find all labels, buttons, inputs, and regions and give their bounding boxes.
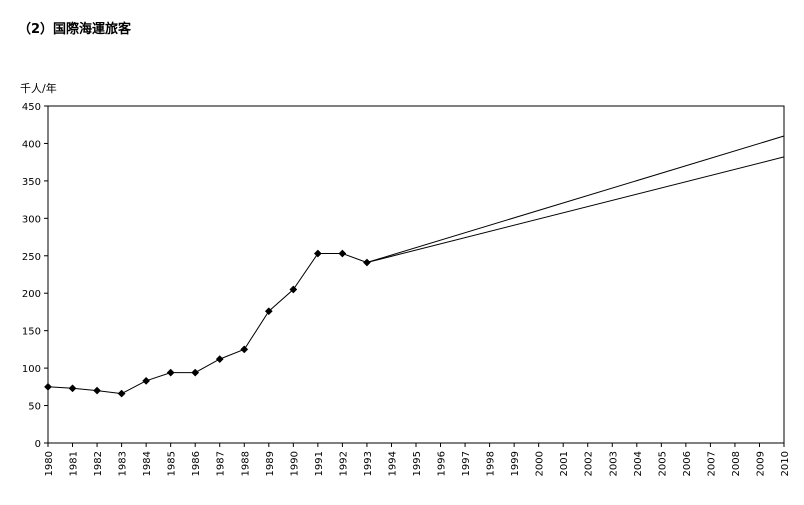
- x-tick-label: 2010: [780, 451, 791, 476]
- x-tick-label: 1984: [142, 451, 153, 476]
- x-tick-label: 2000: [535, 451, 546, 476]
- y-tick-label: 150: [22, 327, 41, 338]
- x-tick-label: 1980: [44, 451, 55, 476]
- x-tick-label: 2005: [657, 451, 668, 476]
- y-tick-label: 250: [22, 252, 41, 263]
- x-tick-label: 1995: [412, 451, 423, 476]
- x-tick-label: 2006: [682, 451, 693, 476]
- series-layer: [44, 135, 785, 398]
- y-tick-label: 100: [22, 364, 41, 375]
- x-axis: 1980 1981 1982 1983 1984 1985 1986 1987 1988 1989…: [44, 443, 791, 476]
- x-tick-label: 1981: [69, 451, 80, 476]
- x-tick-label: 2004: [633, 451, 644, 476]
- data-point-marker: [68, 384, 77, 393]
- data-point-marker: [338, 249, 347, 258]
- data-point-marker: [191, 368, 200, 377]
- x-tick-label: 1988: [240, 451, 251, 476]
- y-tick-label: 0: [35, 439, 41, 450]
- series-line-2: [366, 135, 785, 263]
- x-tick-label: 2003: [608, 451, 619, 476]
- series-line-3: [366, 156, 785, 263]
- x-tick-label: 1991: [314, 451, 325, 476]
- data-point-marker: [289, 285, 298, 294]
- x-tick-label: 1997: [461, 451, 472, 476]
- x-tick-label: 1987: [216, 451, 227, 476]
- y-tick-label: 300: [22, 214, 41, 225]
- x-tick-label: 1983: [118, 451, 129, 476]
- x-tick-label: 1993: [363, 451, 374, 476]
- x-tick-label: 1986: [191, 451, 202, 476]
- y-tick-label: 50: [28, 402, 41, 413]
- data-point-marker: [93, 386, 102, 395]
- x-tick-label: 1998: [486, 451, 497, 476]
- y-axis: 0 50 100 150 200 250 300 350 400 450: [22, 102, 48, 450]
- x-tick-label: 2001: [559, 451, 570, 476]
- y-axis-label: 千人/年: [20, 82, 57, 95]
- data-point-marker: [215, 355, 224, 364]
- y-tick-label: 200: [22, 289, 41, 300]
- data-point-marker: [142, 376, 151, 385]
- x-tick-label: 1989: [265, 451, 276, 476]
- x-tick-label: 1999: [510, 451, 521, 476]
- series-line-1: [47, 253, 368, 395]
- y-tick-label: 450: [22, 102, 41, 113]
- x-tick-label: 1985: [167, 451, 178, 476]
- x-tick-label: 2008: [731, 451, 742, 476]
- x-tick-label: 1994: [387, 451, 398, 476]
- data-point-marker: [240, 345, 249, 354]
- x-tick-label: 1992: [338, 451, 349, 476]
- data-point-marker: [264, 307, 273, 316]
- data-point-marker: [166, 368, 175, 377]
- data-point-marker: [117, 389, 126, 398]
- y-tick-label: 400: [22, 139, 41, 150]
- page-title: （2）国際海運旅客: [18, 22, 132, 37]
- y-tick-label: 350: [22, 177, 41, 188]
- x-tick-label: 1990: [289, 451, 300, 476]
- x-tick-label: 1982: [93, 451, 104, 476]
- x-tick-label: 2009: [755, 451, 766, 476]
- plot-frame: [47, 105, 785, 444]
- x-tick-label: 2002: [584, 451, 595, 476]
- x-tick-label: 1996: [437, 451, 448, 476]
- data-point-marker: [313, 249, 322, 258]
- x-tick-label: 2007: [706, 451, 717, 476]
